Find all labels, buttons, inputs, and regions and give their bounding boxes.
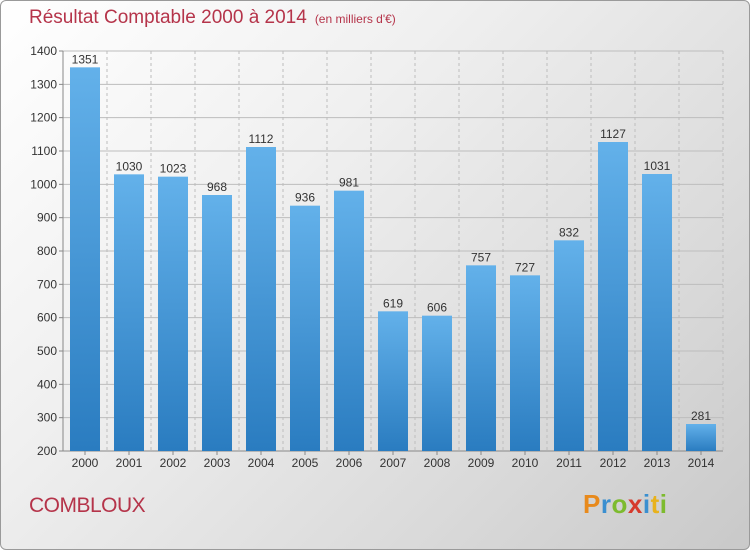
data-label: 727	[515, 260, 535, 274]
bar	[70, 67, 100, 451]
y-tick-label: 1300	[30, 77, 57, 91]
chart-title-main: Résultat Comptable 2000 à 2014	[29, 7, 307, 28]
axes: 200 300 400 500 600 700 800 900 1000 1100 1200 1300…	[30, 44, 723, 470]
y-tick-label: 800	[37, 244, 57, 258]
proxiti-logo: Proxiti	[583, 489, 667, 520]
commune-name: COMBLOUX	[29, 494, 146, 517]
x-tick-label: 2013	[644, 456, 671, 470]
x-tick-label: 2010	[512, 456, 539, 470]
data-label: 1112	[249, 132, 274, 146]
bar	[422, 315, 452, 451]
bar	[686, 424, 716, 451]
data-label: 1023	[160, 162, 187, 176]
data-label: 1030	[116, 159, 143, 173]
y-tick-label: 400	[37, 377, 57, 391]
bar	[158, 176, 188, 451]
y-tick-label: 900	[37, 211, 57, 225]
data-label: 981	[339, 176, 359, 190]
x-tick-label: 2007	[380, 456, 407, 470]
x-tick-label: 2004	[248, 456, 275, 470]
x-tick-label: 2000	[72, 456, 99, 470]
x-tick-label: 2002	[160, 456, 187, 470]
logo-letter: i	[659, 489, 668, 519]
bar	[642, 174, 672, 451]
bar	[510, 275, 540, 451]
y-tick-label: 200	[37, 444, 57, 458]
logo-letter: P	[583, 489, 601, 519]
logo-letter: t	[650, 489, 660, 519]
data-label: 1351	[72, 52, 99, 66]
data-label: 281	[691, 409, 711, 423]
data-label: 968	[207, 180, 227, 194]
bar	[554, 240, 584, 451]
bar	[598, 142, 628, 451]
bar	[290, 205, 320, 451]
y-tick-label: 1000	[30, 177, 57, 191]
data-label: 757	[471, 250, 491, 264]
x-tick-label: 2003	[204, 456, 231, 470]
logo-letter: o	[611, 489, 628, 519]
y-tick-label: 1400	[30, 44, 57, 58]
y-tick-label: 600	[37, 311, 57, 325]
y-tick-label: 500	[37, 344, 57, 358]
chart-title: Résultat Comptable 2000 à 2014 (en millie…	[29, 7, 396, 29]
logo-letter: i	[642, 489, 651, 519]
data-label: 1031	[644, 159, 671, 173]
x-tick-label: 2005	[292, 456, 319, 470]
bars	[70, 67, 716, 452]
data-label: 936	[295, 191, 315, 205]
x-tick-label: 2014	[688, 456, 715, 470]
labels: 1351 1030 1023 968 1112 936 981 619 606 757 727 832…	[72, 52, 712, 423]
data-label: 619	[383, 296, 403, 310]
bar	[466, 265, 496, 451]
chart-title-unit: (en milliers d'€)	[314, 12, 396, 26]
y-tick-label: 700	[37, 277, 57, 291]
x-tick-label: 2011	[556, 456, 582, 470]
bar	[202, 195, 232, 451]
y-tick-label: 1100	[31, 144, 57, 158]
bar	[114, 174, 144, 452]
x-tick-label: 2012	[600, 456, 627, 470]
bar	[378, 311, 408, 451]
logo-letter: r	[600, 489, 612, 519]
logo-letter: x	[627, 489, 643, 519]
x-tick-label: 2001	[116, 456, 143, 470]
x-tick-label: 2009	[468, 456, 495, 470]
bar	[334, 190, 364, 451]
data-label: 832	[559, 225, 579, 239]
data-label: 1127	[600, 127, 626, 141]
bar	[246, 147, 276, 451]
data-label: 606	[427, 301, 447, 315]
x-tick-label: 2006	[336, 456, 363, 470]
x-tick-label: 2008	[424, 456, 451, 470]
y-tick-label: 300	[37, 411, 57, 425]
y-tick-label: 1200	[30, 111, 57, 125]
